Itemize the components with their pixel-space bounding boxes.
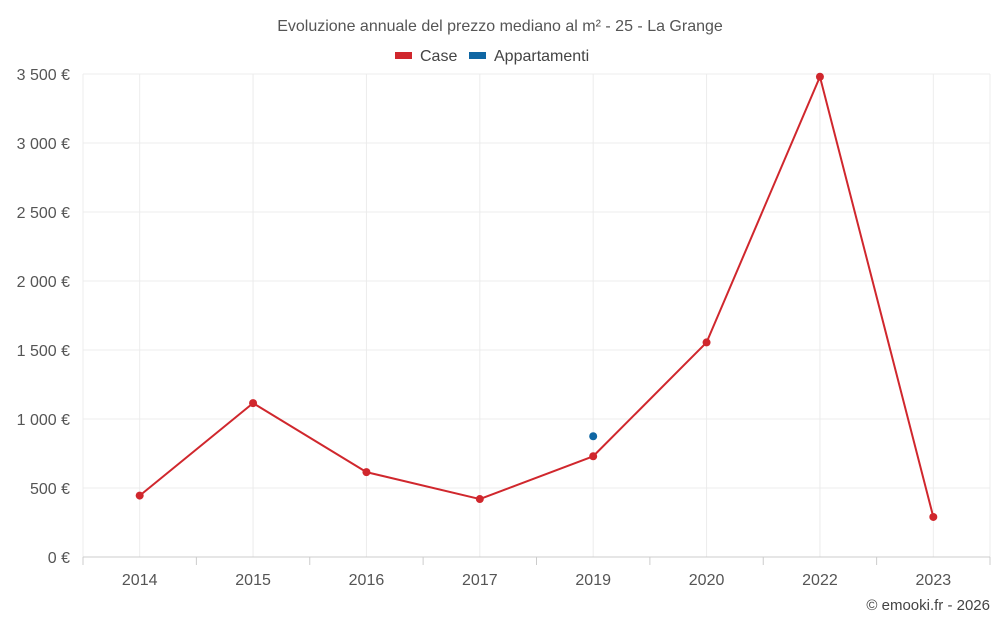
data-point-case: [815, 72, 824, 81]
credit-text: © emooki.fr - 2026: [866, 597, 990, 614]
series-line-case: [139, 75, 935, 518]
y-tick-label: 3 500 €: [17, 67, 70, 84]
x-tick-label: 2017: [462, 572, 498, 589]
x-tick-label: 2023: [916, 572, 952, 589]
chart-title: Evoluzione annuale del prezzo mediano al…: [277, 18, 723, 35]
legend: Case Appartamenti: [395, 48, 589, 65]
y-tick-label: 0 €: [48, 550, 70, 567]
x-tick-label: 2016: [349, 572, 385, 589]
data-point-appartamenti: [589, 432, 598, 441]
data-point-case: [135, 491, 144, 500]
y-tick-label: 500 €: [30, 481, 70, 498]
data-point-case: [249, 399, 258, 408]
data-point-case: [702, 338, 711, 347]
y-tick-label: 2 000 €: [17, 274, 70, 291]
data-point-case: [475, 495, 484, 504]
grid: [82, 73, 991, 565]
y-tick-label: 2 500 €: [17, 205, 70, 222]
legend-label-case: Case: [420, 48, 457, 65]
x-axis-labels: 2014 2015 2016 2017 2019 2020 2022 2023: [122, 572, 951, 589]
x-tick-label: 2014: [122, 572, 158, 589]
data-point-case: [929, 512, 938, 521]
y-tick-label: 1 500 €: [17, 343, 70, 360]
data-point-case: [589, 452, 598, 461]
data-point-case: [362, 468, 371, 477]
x-tick-label: 2022: [802, 572, 838, 589]
x-tick-label: 2020: [689, 572, 725, 589]
legend-swatch-appartamenti: [469, 52, 486, 59]
x-tick-label: 2015: [235, 572, 271, 589]
legend-label-appartamenti: Appartamenti: [494, 48, 589, 65]
y-axis-labels: 0 € 500 € 1 000 € 1 500 € 2 000 € 2 500 € 3 00…: [17, 67, 70, 567]
y-tick-label: 1 000 €: [17, 412, 70, 429]
series: [135, 72, 938, 521]
legend-swatch-case: [395, 52, 412, 59]
x-tick-label: 2019: [575, 572, 611, 589]
legend-item-case[interactable]: Case: [395, 48, 457, 65]
y-tick-label: 3 000 €: [17, 136, 70, 153]
legend-item-appartamenti[interactable]: Appartamenti: [469, 48, 589, 65]
